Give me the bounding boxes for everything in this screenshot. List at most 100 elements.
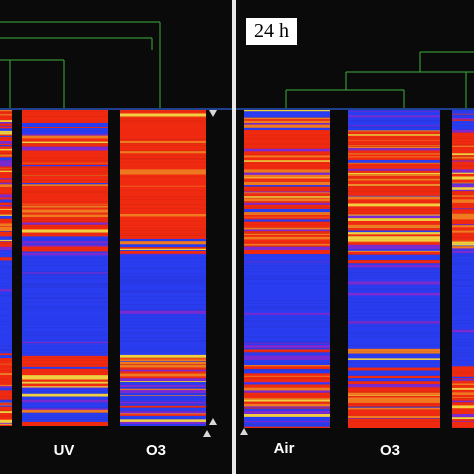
heatmap-band xyxy=(120,230,206,232)
heatmap-band xyxy=(0,419,12,421)
heatmap-band xyxy=(120,337,206,338)
heatmap-band xyxy=(120,303,206,305)
heatmap-band xyxy=(452,232,474,235)
heatmap-band xyxy=(22,423,108,426)
heatmap-band xyxy=(244,324,330,326)
heatmap-band xyxy=(0,413,12,416)
heatmap-band xyxy=(0,353,12,356)
heatmap-band xyxy=(22,232,108,235)
heatmap-band xyxy=(348,407,440,410)
heatmap-band xyxy=(452,230,474,233)
heatmap-band xyxy=(0,148,12,151)
heatmap-band xyxy=(348,242,440,245)
heatmap-band xyxy=(0,261,12,265)
heatmap-band xyxy=(348,220,440,223)
heatmap-band xyxy=(0,386,12,389)
heatmap-band xyxy=(120,159,206,163)
heatmap-band xyxy=(244,332,330,335)
heatmap-band xyxy=(0,257,12,261)
heatmap-band xyxy=(348,157,440,161)
heatmap-band xyxy=(452,371,474,374)
heatmap-band xyxy=(120,405,206,408)
heatmap-band xyxy=(120,395,206,398)
heatmap-band xyxy=(120,153,206,156)
heatmap-band xyxy=(120,213,206,217)
heatmap-band xyxy=(120,225,206,229)
heatmap-band xyxy=(22,284,108,285)
heatmap-band xyxy=(22,407,108,409)
heatmap-band xyxy=(22,262,108,266)
heatmap-band xyxy=(348,232,440,235)
heatmap-band xyxy=(0,396,12,399)
heatmap-band xyxy=(244,114,330,118)
heatmap-band xyxy=(452,290,474,294)
heatmap-band xyxy=(0,197,12,200)
heatmap-band xyxy=(348,335,440,337)
heatmap-band xyxy=(22,355,108,358)
heatmap-band xyxy=(244,255,330,259)
heatmap-band xyxy=(452,243,474,246)
heatmap-band xyxy=(348,274,440,276)
heatmap-band xyxy=(22,212,108,215)
heatmap-band xyxy=(120,359,206,362)
heatmap-band xyxy=(120,190,206,193)
heatmap-band xyxy=(0,239,12,242)
heatmap-band xyxy=(120,382,206,386)
heatmap-band xyxy=(244,336,330,338)
heatmap-band xyxy=(22,175,108,180)
heatmap-band xyxy=(452,273,474,276)
heatmap-band xyxy=(244,277,330,279)
heatmap-band xyxy=(0,321,12,325)
heatmap-band xyxy=(120,197,206,200)
heatmap-band xyxy=(452,162,474,166)
heatmap-band xyxy=(452,259,474,263)
heatmap-band xyxy=(120,191,206,193)
heatmap-band xyxy=(244,265,330,269)
heatmap-band xyxy=(22,166,108,168)
heatmap-band xyxy=(120,399,206,402)
heatmap-band xyxy=(120,121,206,123)
heatmap-band xyxy=(244,207,330,210)
heatmap-band xyxy=(348,321,440,324)
heatmap-band xyxy=(0,286,12,290)
heatmap-band xyxy=(0,236,12,238)
heatmap-band xyxy=(22,272,108,274)
heatmap-band xyxy=(120,208,206,212)
heatmap-band xyxy=(348,135,440,138)
heatmap-band xyxy=(452,339,474,342)
heatmap-band xyxy=(348,302,440,306)
heatmap-band xyxy=(120,408,206,412)
heatmap-band xyxy=(120,257,206,259)
heatmap-band xyxy=(0,363,12,365)
heatmap-band xyxy=(244,293,330,296)
heatmap-band xyxy=(0,392,12,394)
heatmap-band xyxy=(348,181,440,185)
heatmap-band xyxy=(348,313,440,315)
heatmap-band xyxy=(452,253,474,256)
lane-label-o3: O3 xyxy=(145,442,166,459)
heatmap-band xyxy=(22,138,108,142)
heatmap-band xyxy=(22,173,108,176)
heatmap-band xyxy=(244,308,330,310)
heatmap-band xyxy=(120,364,206,365)
heatmap-band xyxy=(120,113,206,117)
heatmap-band xyxy=(22,283,108,285)
heatmap-band xyxy=(244,214,330,217)
heatmap-band xyxy=(0,112,12,114)
heatmap-band xyxy=(0,166,12,168)
heatmap-band xyxy=(0,253,12,255)
heatmap-band xyxy=(22,412,108,416)
heatmap-band xyxy=(22,201,108,205)
heatmap-band xyxy=(348,318,440,322)
heatmap-band xyxy=(452,184,474,188)
heatmap-band xyxy=(22,310,108,314)
heatmap-band xyxy=(0,279,12,283)
heatmap-band xyxy=(120,281,206,283)
heatmap-band xyxy=(0,399,12,403)
heatmap-band xyxy=(120,192,206,196)
heatmap-band xyxy=(0,171,12,175)
heatmap-band xyxy=(452,354,474,357)
heatmap-band xyxy=(244,341,330,343)
heatmap-band xyxy=(244,221,330,225)
heatmap-band xyxy=(120,354,206,358)
